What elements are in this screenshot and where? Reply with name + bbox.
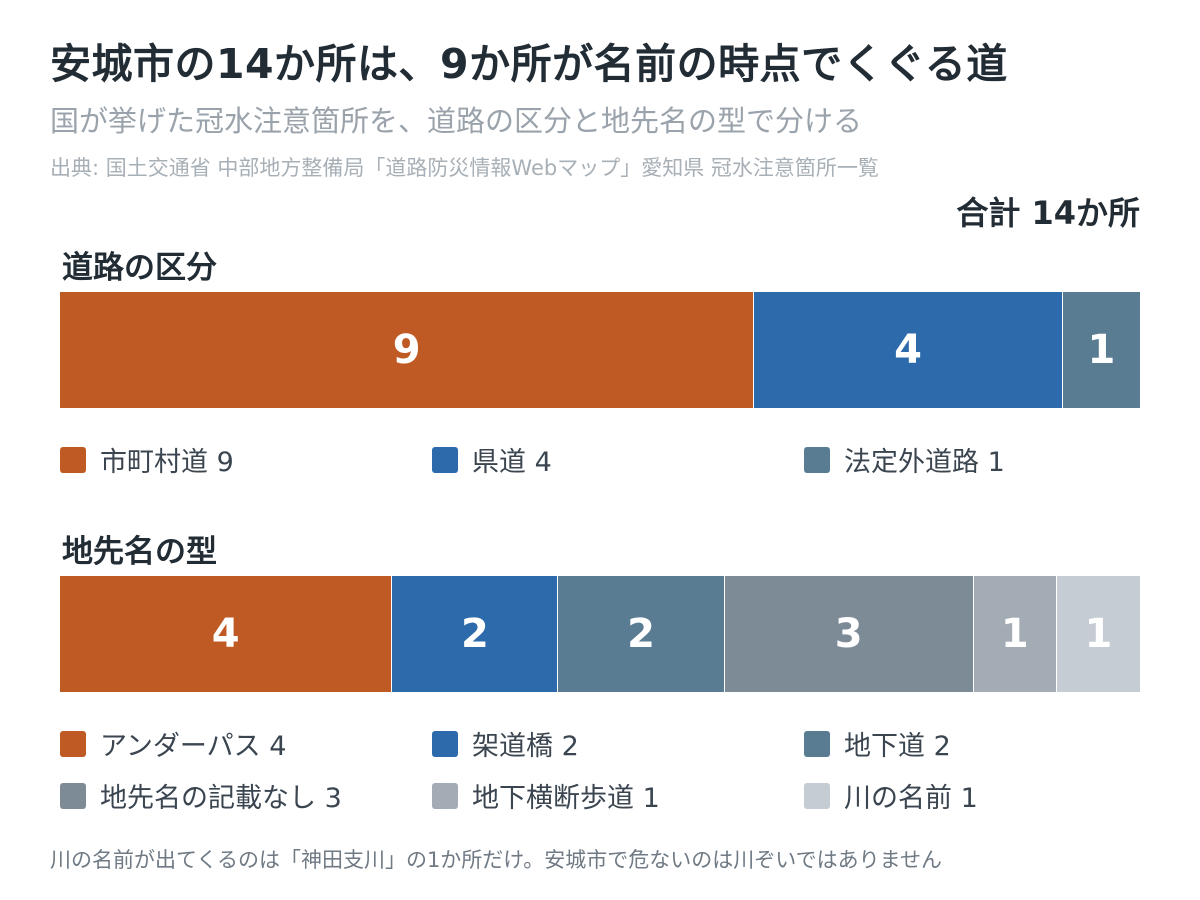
bar-segment: 2	[558, 576, 725, 692]
legend-swatch	[804, 730, 830, 757]
legend-swatch	[432, 730, 458, 757]
legend-swatch	[432, 782, 458, 809]
bar-segment: 2	[392, 576, 559, 692]
legend-item: 川の名前 1	[804, 776, 978, 815]
bar-segment: 4	[754, 292, 1063, 408]
legend-item: 地先名の記載なし 3	[60, 776, 342, 815]
bar-segment: 1	[973, 576, 1057, 692]
chart-title: 安城市の14か所は、9か所が名前の時点でくぐる道	[50, 40, 1008, 88]
source-note: 出典: 国土交通省 中部地方整備局「道路防災情報Webマップ」愛知県 冠水注意箇…	[50, 156, 879, 180]
legend-item: 地下道 2	[804, 724, 951, 763]
legend-item: 市町村道 9	[60, 440, 234, 479]
legend-item: 架道橋 2	[432, 724, 579, 763]
bar-segment: 1	[1062, 292, 1140, 408]
legend-swatch	[432, 446, 458, 473]
section-title-place-name-type: 地先名の型	[62, 534, 217, 570]
legend-swatch	[60, 730, 86, 757]
section-title-road-class: 道路の区分	[62, 250, 217, 286]
legend-label: 県道 4	[472, 447, 552, 478]
legend-label: 市町村道 9	[100, 447, 234, 478]
legend-label: 架道橋 2	[472, 731, 579, 762]
legend-item: 法定外道路 1	[804, 440, 1005, 479]
legend-label: 地下横断歩道 1	[472, 783, 660, 814]
legend-label: 地先名の記載なし 3	[100, 783, 342, 814]
legend-label: 川の名前 1	[844, 783, 978, 814]
legend-swatch	[60, 782, 86, 809]
legend-label: 法定外道路 1	[844, 447, 1005, 478]
chart-subtitle: 国が挙げた冠水注意箇所を、道路の区分と地先名の型で分ける	[50, 104, 863, 138]
bar-segment: 4	[60, 576, 393, 692]
legend-item: 県道 4	[432, 440, 552, 479]
legend-swatch	[804, 446, 830, 473]
legend-item: アンダーパス 4	[60, 724, 286, 763]
legend-swatch	[60, 446, 86, 473]
bar-segment: 1	[1056, 576, 1140, 692]
total-label: 合計 14か所	[956, 194, 1140, 232]
bar-segment: 9	[60, 292, 755, 408]
footnote: 川の名前が出てくるのは「神田支川」の1か所だけ。安城市で危ないのは川ぞいではあり…	[50, 848, 942, 872]
legend-swatch	[804, 782, 830, 809]
legend-item: 地下横断歩道 1	[432, 776, 660, 815]
bar-segment: 3	[724, 576, 974, 692]
legend-label: アンダーパス 4	[100, 731, 287, 762]
legend-label: 地下道 2	[844, 731, 951, 762]
